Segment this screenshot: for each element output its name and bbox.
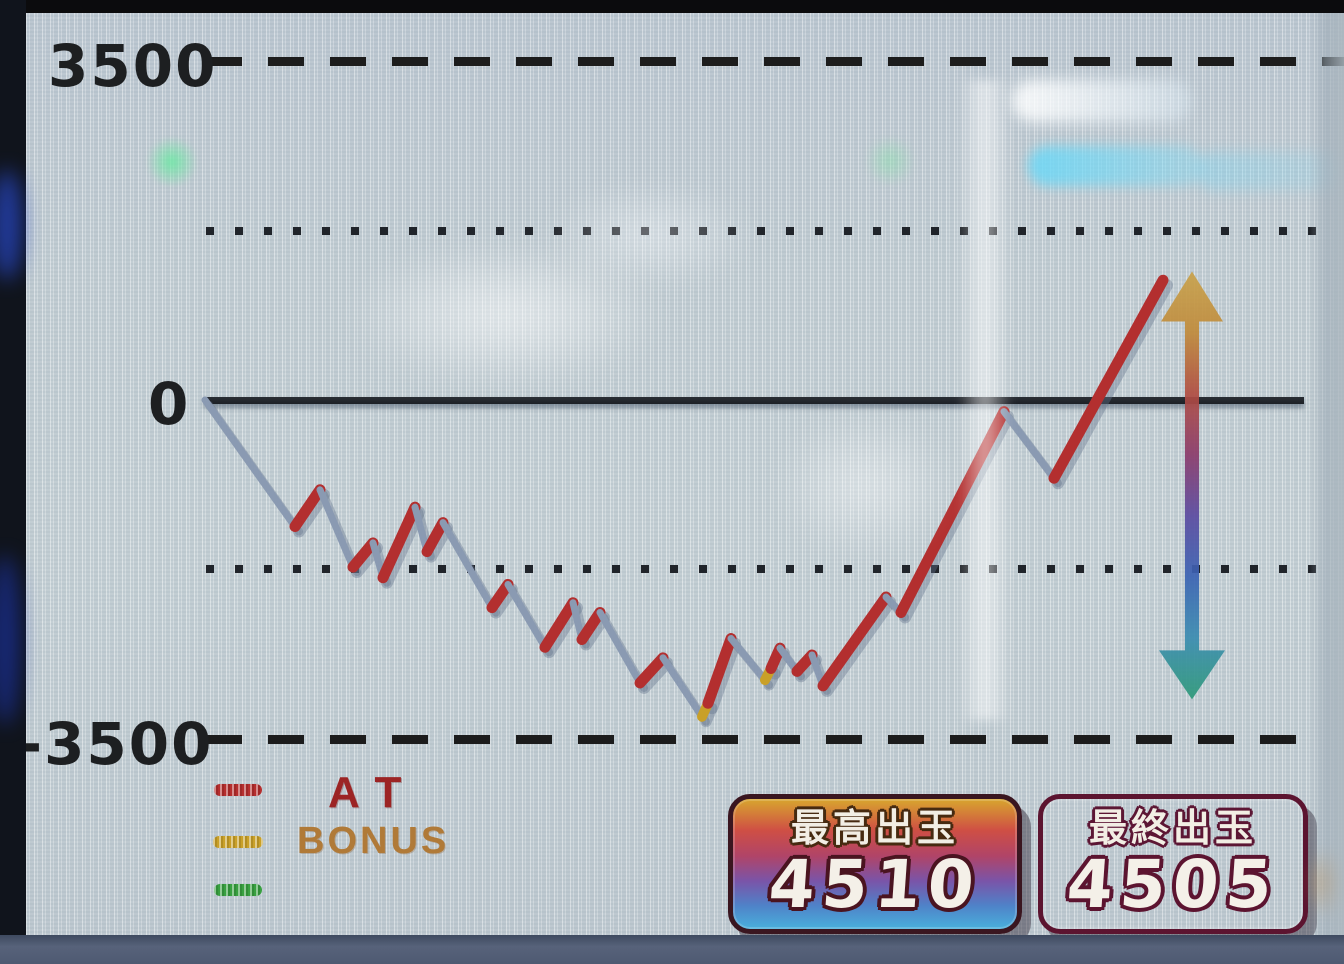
max-payout-title: 最高出玉 [790,808,959,851]
gridline-minus-3500 [206,735,1306,744]
legend-label-bonus: BONUS [297,820,450,862]
final-payout-value: 4505 [1064,845,1282,923]
gridline-zero-axis [204,397,1304,404]
y-tick-minus-3500: -3500 [18,710,214,778]
max-payout-badge: 最高出玉 4510 [728,794,1022,934]
y-tick-3500: 3500 [48,32,218,100]
y-tick-0: 0 [148,370,191,438]
legend-swatch-bonus [213,836,263,848]
gridline-plus-3500 [206,57,1344,66]
bezel-bottom [0,935,1344,964]
bezel-blue-glow [0,170,22,280]
bezel-left [0,0,26,964]
legend-swatch-green [214,884,262,896]
bezel-right-edge [1310,13,1344,935]
legend-swatch-at [214,784,262,796]
gridline-plus-1750 [206,227,1332,235]
max-payout-value: 4510 [766,845,984,923]
gridline-minus-1750 [206,565,1332,573]
bezel-blue-glow [0,555,20,725]
legend-label-at: AT [328,768,420,817]
final-payout-title: 最終出玉 [1088,808,1257,851]
bezel-top [0,0,1344,13]
final-payout-badge: 最終出玉 4505 [1038,794,1308,934]
